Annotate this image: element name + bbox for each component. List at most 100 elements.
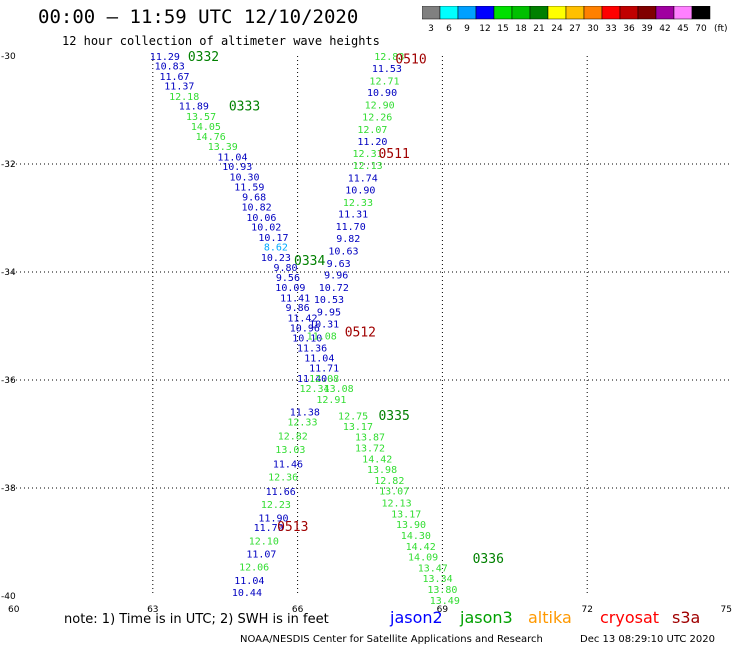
wave-height-reading: 10.90 xyxy=(345,185,375,196)
colorbar-label: 30 xyxy=(587,24,599,34)
wave-height-reading: 14.42 xyxy=(362,454,392,465)
wave-height-reading: 10.93 xyxy=(222,162,252,173)
wave-height-reading: 10.44 xyxy=(232,588,262,599)
wave-height-reading: 11.04 xyxy=(217,152,247,163)
lon-tick-label: 69 xyxy=(437,605,449,615)
wave-height-reading: 10.31 xyxy=(309,319,339,330)
map-title: 00:00 – 11:59 UTC 12/10/2020 xyxy=(38,6,359,28)
wave-height-reading: 10.72 xyxy=(319,283,349,294)
wave-height-reading: 11.07 xyxy=(246,549,276,560)
wave-height-reading: 13.08 xyxy=(324,384,354,395)
wave-height-reading: 11.41 xyxy=(280,293,310,304)
pass-time-label: 0336 xyxy=(473,552,504,567)
wave-height-reading: 11.59 xyxy=(234,183,264,194)
wave-height-reading: 12.71 xyxy=(369,76,399,87)
wave-height-reading: 12.82 xyxy=(278,432,308,443)
wave-height-reading: 10.09 xyxy=(275,283,305,294)
pass-time-label: 0332 xyxy=(188,50,219,65)
colorbar-swatch xyxy=(547,6,567,20)
colorbar-label: 45 xyxy=(677,24,688,34)
wave-height-reading: 12.90 xyxy=(365,101,395,112)
wave-height-reading: 13.72 xyxy=(355,444,385,455)
colorbar-label: 27 xyxy=(569,24,580,34)
colorbar-swatch xyxy=(439,6,459,20)
wave-height-reading: 11.79 xyxy=(254,523,284,534)
pass-time-label: 0513 xyxy=(277,520,308,535)
wave-height-reading: 10.83 xyxy=(155,62,185,73)
wave-height-reading: 10.63 xyxy=(328,246,358,257)
colorbar-swatch xyxy=(511,6,531,20)
wave-height-reading: 13.34 xyxy=(423,574,453,585)
lat-tick-label: -32 xyxy=(1,160,16,170)
wave-height-reading: 11.38 xyxy=(290,407,320,418)
pass-time-label: 0510 xyxy=(395,53,426,68)
wave-height-reading: 11.74 xyxy=(348,174,378,185)
colorbar-label: 6 xyxy=(446,24,452,34)
wave-height-reading: 12.23 xyxy=(261,500,291,511)
wave-height-reading: 10.23 xyxy=(261,253,291,264)
colorbar-swatch xyxy=(475,6,495,20)
wave-height-reading: 11.71 xyxy=(309,364,339,375)
wave-height-reading: 11.08 xyxy=(307,332,337,343)
legend-altika: altika xyxy=(528,608,572,627)
pass-time-label: 0335 xyxy=(378,409,409,424)
lon-tick-label: 66 xyxy=(292,605,304,615)
wave-height-reading: 10.10 xyxy=(292,333,322,344)
wave-height-reading: 11.29 xyxy=(150,52,180,63)
wave-height-reading: 10.06 xyxy=(246,213,276,224)
wave-height-reading: 12.33 xyxy=(343,198,373,209)
wave-height-reading: 14.09 xyxy=(408,553,438,564)
wave-height-reading: 12.08 xyxy=(309,374,339,385)
wave-height-reading: 9.63 xyxy=(327,259,351,270)
colorbar-label: 21 xyxy=(533,24,544,34)
colorbar-swatch xyxy=(422,6,441,20)
wave-height-reading: 11.67 xyxy=(159,72,189,83)
colorbar-label: 18 xyxy=(515,24,527,34)
wave-height-reading: 13.80 xyxy=(427,585,457,596)
pass-time-label: 0333 xyxy=(229,100,260,115)
wave-height-reading: 10.17 xyxy=(258,233,288,244)
wave-height-reading: 11.46 xyxy=(273,460,303,471)
wave-height-reading: 10.90 xyxy=(367,88,397,99)
pass-time-label: 0334 xyxy=(294,254,325,269)
wave-height-reading: 14.30 xyxy=(401,531,431,542)
lon-tick-label: 75 xyxy=(721,605,732,615)
lat-tick-label: -40 xyxy=(1,592,16,602)
wave-height-reading: 12.31 xyxy=(353,149,383,160)
pass-time-label: 0512 xyxy=(345,325,376,340)
wave-height-reading: 9.80 xyxy=(273,263,297,274)
wave-height-reading: 12.34 xyxy=(299,384,329,395)
wave-height-reading: 12.18 xyxy=(169,92,199,103)
colorbar-swatch xyxy=(619,6,639,20)
colorbar-label: 9 xyxy=(464,24,470,34)
colorbar-swatch xyxy=(655,6,675,20)
wave-height-reading: 10.02 xyxy=(251,223,281,234)
colorbar-swatch xyxy=(637,6,657,20)
wave-height-reading: 12.06 xyxy=(239,562,269,573)
wave-height-reading: 13.90 xyxy=(396,520,426,531)
wave-height-reading: 11.70 xyxy=(336,222,366,233)
wave-height-reading: 9.68 xyxy=(242,192,266,203)
wave-height-reading: 12.07 xyxy=(357,125,387,136)
wave-height-reading: 11.53 xyxy=(372,64,402,75)
colorbar-swatch xyxy=(583,6,603,20)
wave-height-reading: 14.05 xyxy=(191,122,221,133)
wave-height-reading: 13.87 xyxy=(355,433,385,444)
wave-height-reading: 12.75 xyxy=(338,412,368,423)
lat-tick-label: -34 xyxy=(1,268,16,278)
wave-height-reading: 11.40 xyxy=(297,374,327,385)
wave-height-reading: 14.42 xyxy=(406,542,436,553)
wave-height-reading: 9.96 xyxy=(324,271,348,282)
wave-height-reading: 11.66 xyxy=(266,487,296,498)
legend-s3a: s3a xyxy=(672,608,701,627)
wave-height-reading: 14.76 xyxy=(196,132,226,143)
lat-tick-label: -38 xyxy=(1,484,16,494)
wave-height-reading: 8.62 xyxy=(264,243,288,254)
map-subtitle: 12 hour collection of altimeter wave hei… xyxy=(62,34,380,48)
colorbar-swatch xyxy=(673,6,693,20)
wave-height-reading: 12.10 xyxy=(249,536,279,547)
wave-height-reading: 11.04 xyxy=(234,576,264,587)
colorbar-swatch xyxy=(601,6,621,20)
legend-cryosat: cryosat xyxy=(600,608,660,627)
